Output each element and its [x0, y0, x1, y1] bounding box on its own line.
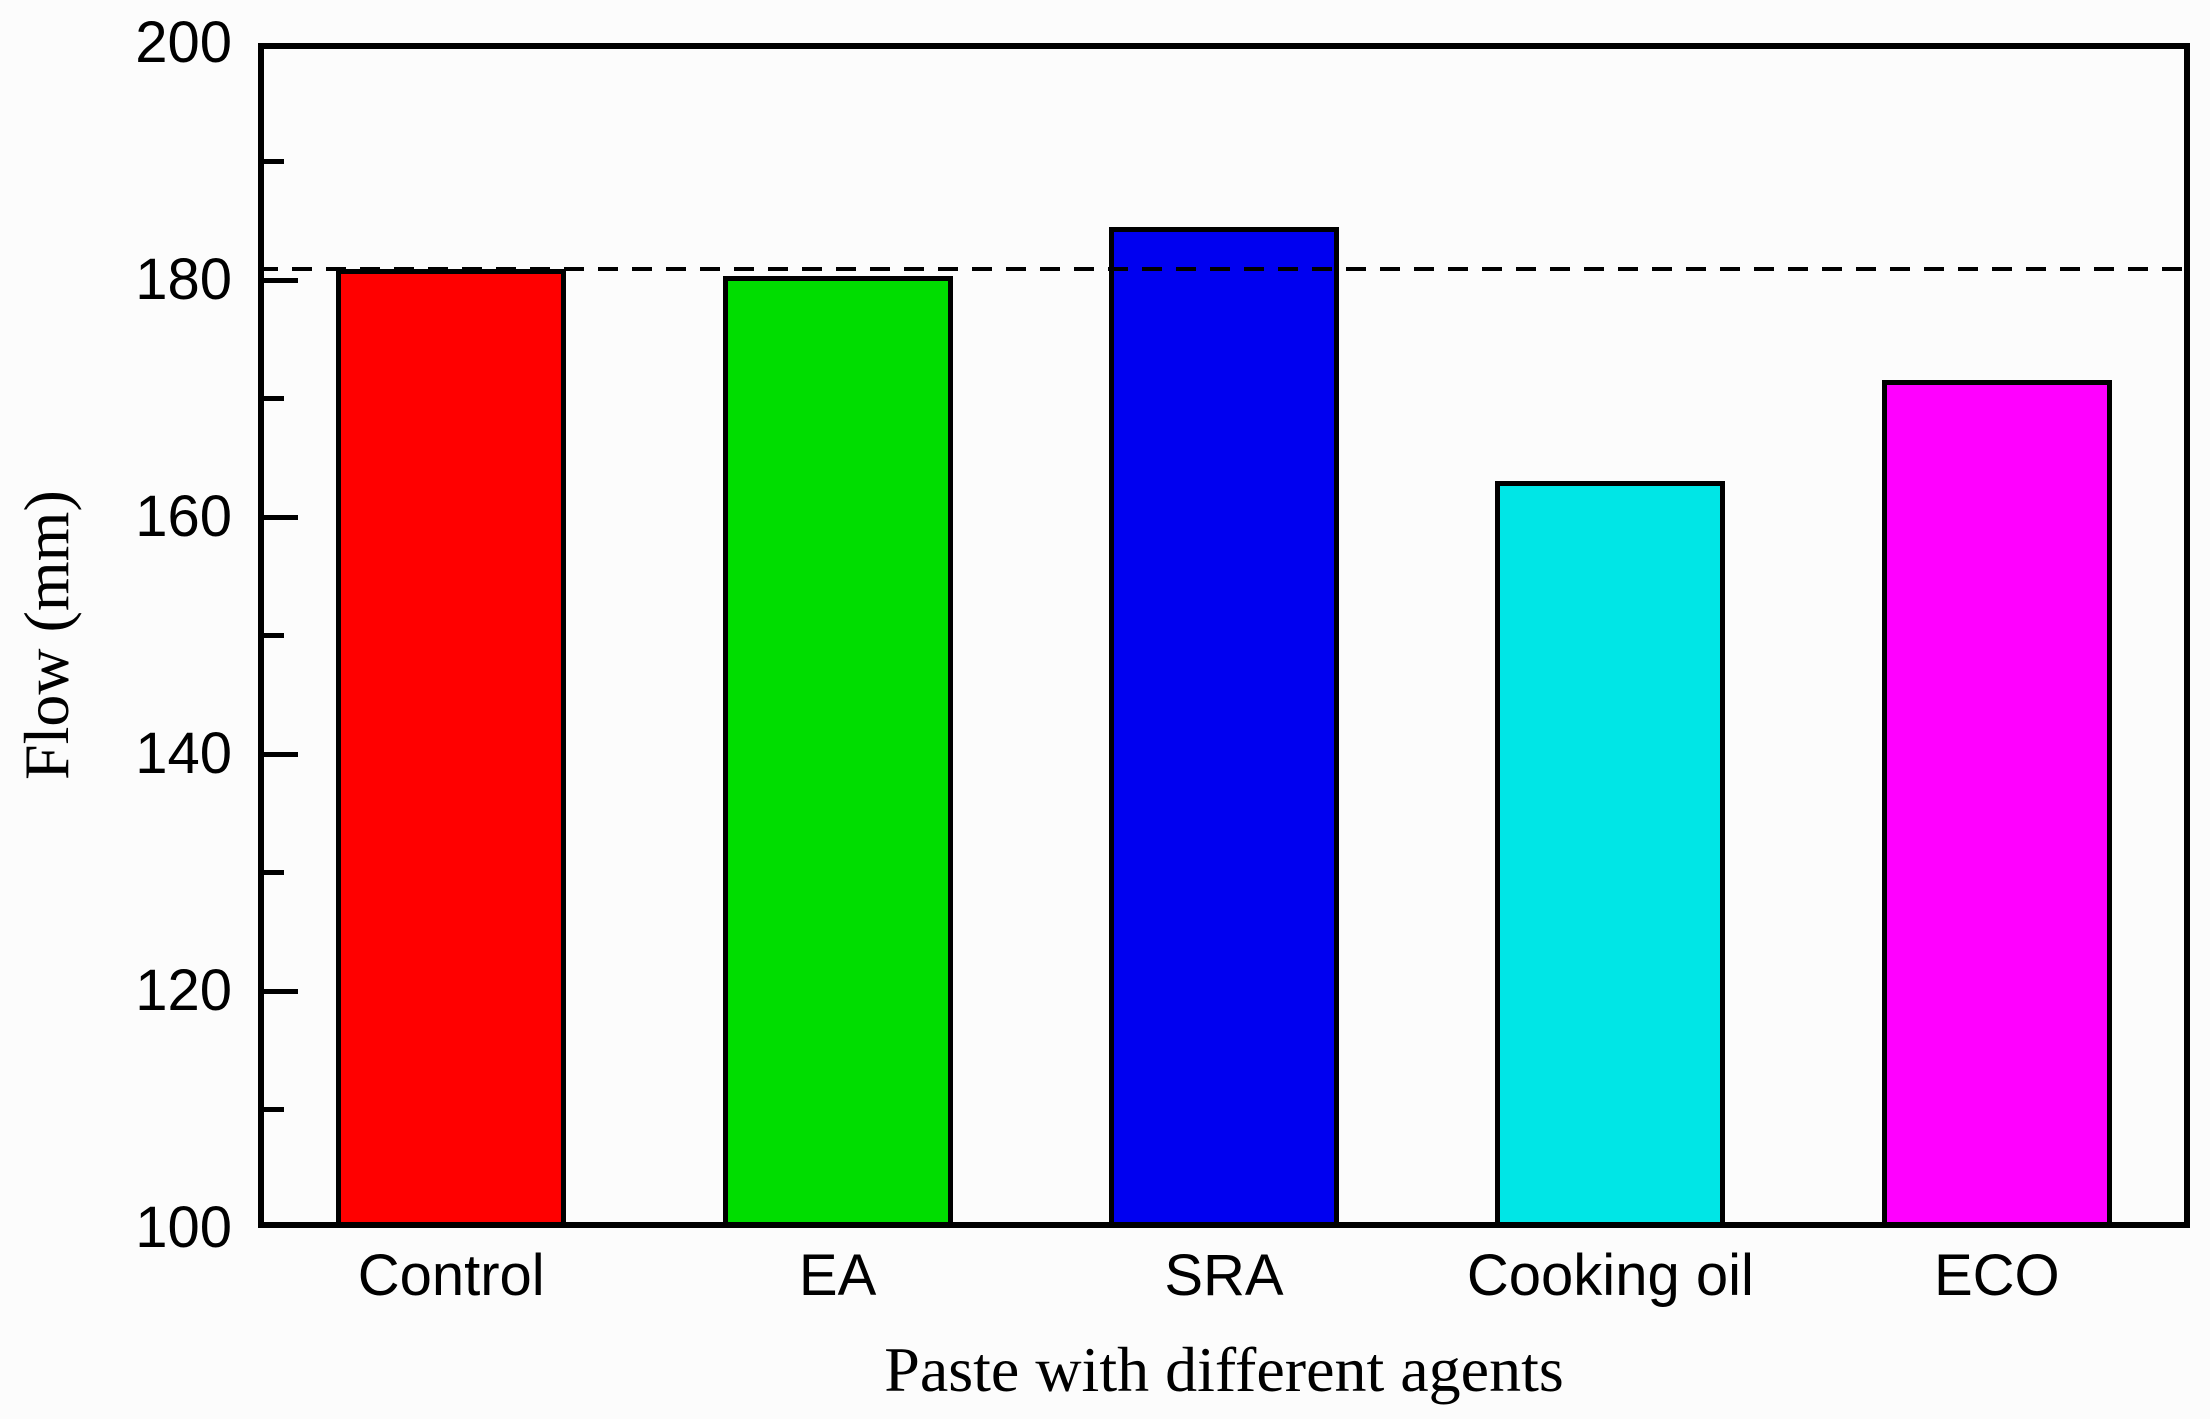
- y-major-tick-180: [264, 277, 298, 283]
- x-tick-label-control: Control: [357, 1243, 545, 1308]
- y-tick-label-140: 140: [135, 721, 232, 786]
- bar-eco: [1881, 379, 2112, 1228]
- x-tick-label-sra: SRA: [1164, 1243, 1284, 1308]
- bar-control: [336, 269, 567, 1228]
- y-tick-label-120: 120: [135, 958, 232, 1023]
- y-tick-label-180: 180: [135, 247, 232, 312]
- bar-ea: [722, 276, 953, 1228]
- y-minor-tick-110: [264, 1107, 284, 1112]
- bar-cooking-oil: [1495, 481, 1726, 1228]
- y-minor-tick-170: [264, 396, 284, 401]
- x-axis-title: Paste with different agents: [884, 1334, 1564, 1405]
- y-minor-tick-130: [264, 870, 284, 875]
- bar-sra: [1109, 226, 1339, 1228]
- y-minor-tick-190: [264, 159, 284, 164]
- y-major-tick-140: [264, 751, 298, 757]
- y-tick-label-160: 160: [135, 484, 232, 549]
- y-tick-label-200: 200: [135, 10, 232, 75]
- y-major-tick-120: [264, 988, 298, 994]
- reference-dashed-line: [258, 267, 2190, 272]
- x-tick-label-cooking-oil: Cooking oil: [1466, 1243, 1754, 1308]
- x-tick-label-ea: EA: [798, 1243, 877, 1308]
- y-tick-label-100: 100: [135, 1195, 232, 1260]
- y-minor-tick-150: [264, 633, 284, 638]
- y-axis-title: Flow (mm): [11, 490, 82, 781]
- y-major-tick-160: [264, 514, 298, 520]
- x-tick-label-eco: ECO: [1933, 1243, 2060, 1308]
- plot-area: [258, 43, 2190, 1228]
